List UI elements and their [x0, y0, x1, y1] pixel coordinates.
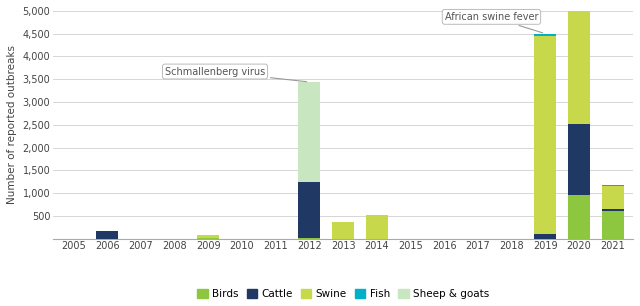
Bar: [534, 234, 556, 239]
Bar: [298, 238, 321, 239]
Bar: [602, 185, 624, 186]
Bar: [298, 182, 321, 238]
Bar: [197, 235, 220, 238]
Bar: [568, 0, 590, 124]
Legend: Birds, Cattle, Swine, Fish, Sheep & goats: Birds, Cattle, Swine, Fish, Sheep & goat…: [193, 285, 493, 303]
Text: African swine fever: African swine fever: [445, 12, 543, 33]
Bar: [568, 196, 590, 239]
Text: Schmallenberg virus: Schmallenberg virus: [165, 66, 307, 82]
Bar: [602, 211, 624, 239]
Bar: [534, 36, 556, 234]
Bar: [332, 222, 354, 239]
Y-axis label: Number of reported outbreaks: Number of reported outbreaks: [7, 45, 17, 204]
Bar: [366, 215, 388, 239]
Bar: [602, 186, 624, 209]
Bar: [568, 124, 590, 196]
Bar: [534, 34, 556, 36]
Bar: [96, 231, 118, 239]
Bar: [197, 238, 220, 239]
Bar: [298, 82, 321, 182]
Bar: [602, 209, 624, 211]
